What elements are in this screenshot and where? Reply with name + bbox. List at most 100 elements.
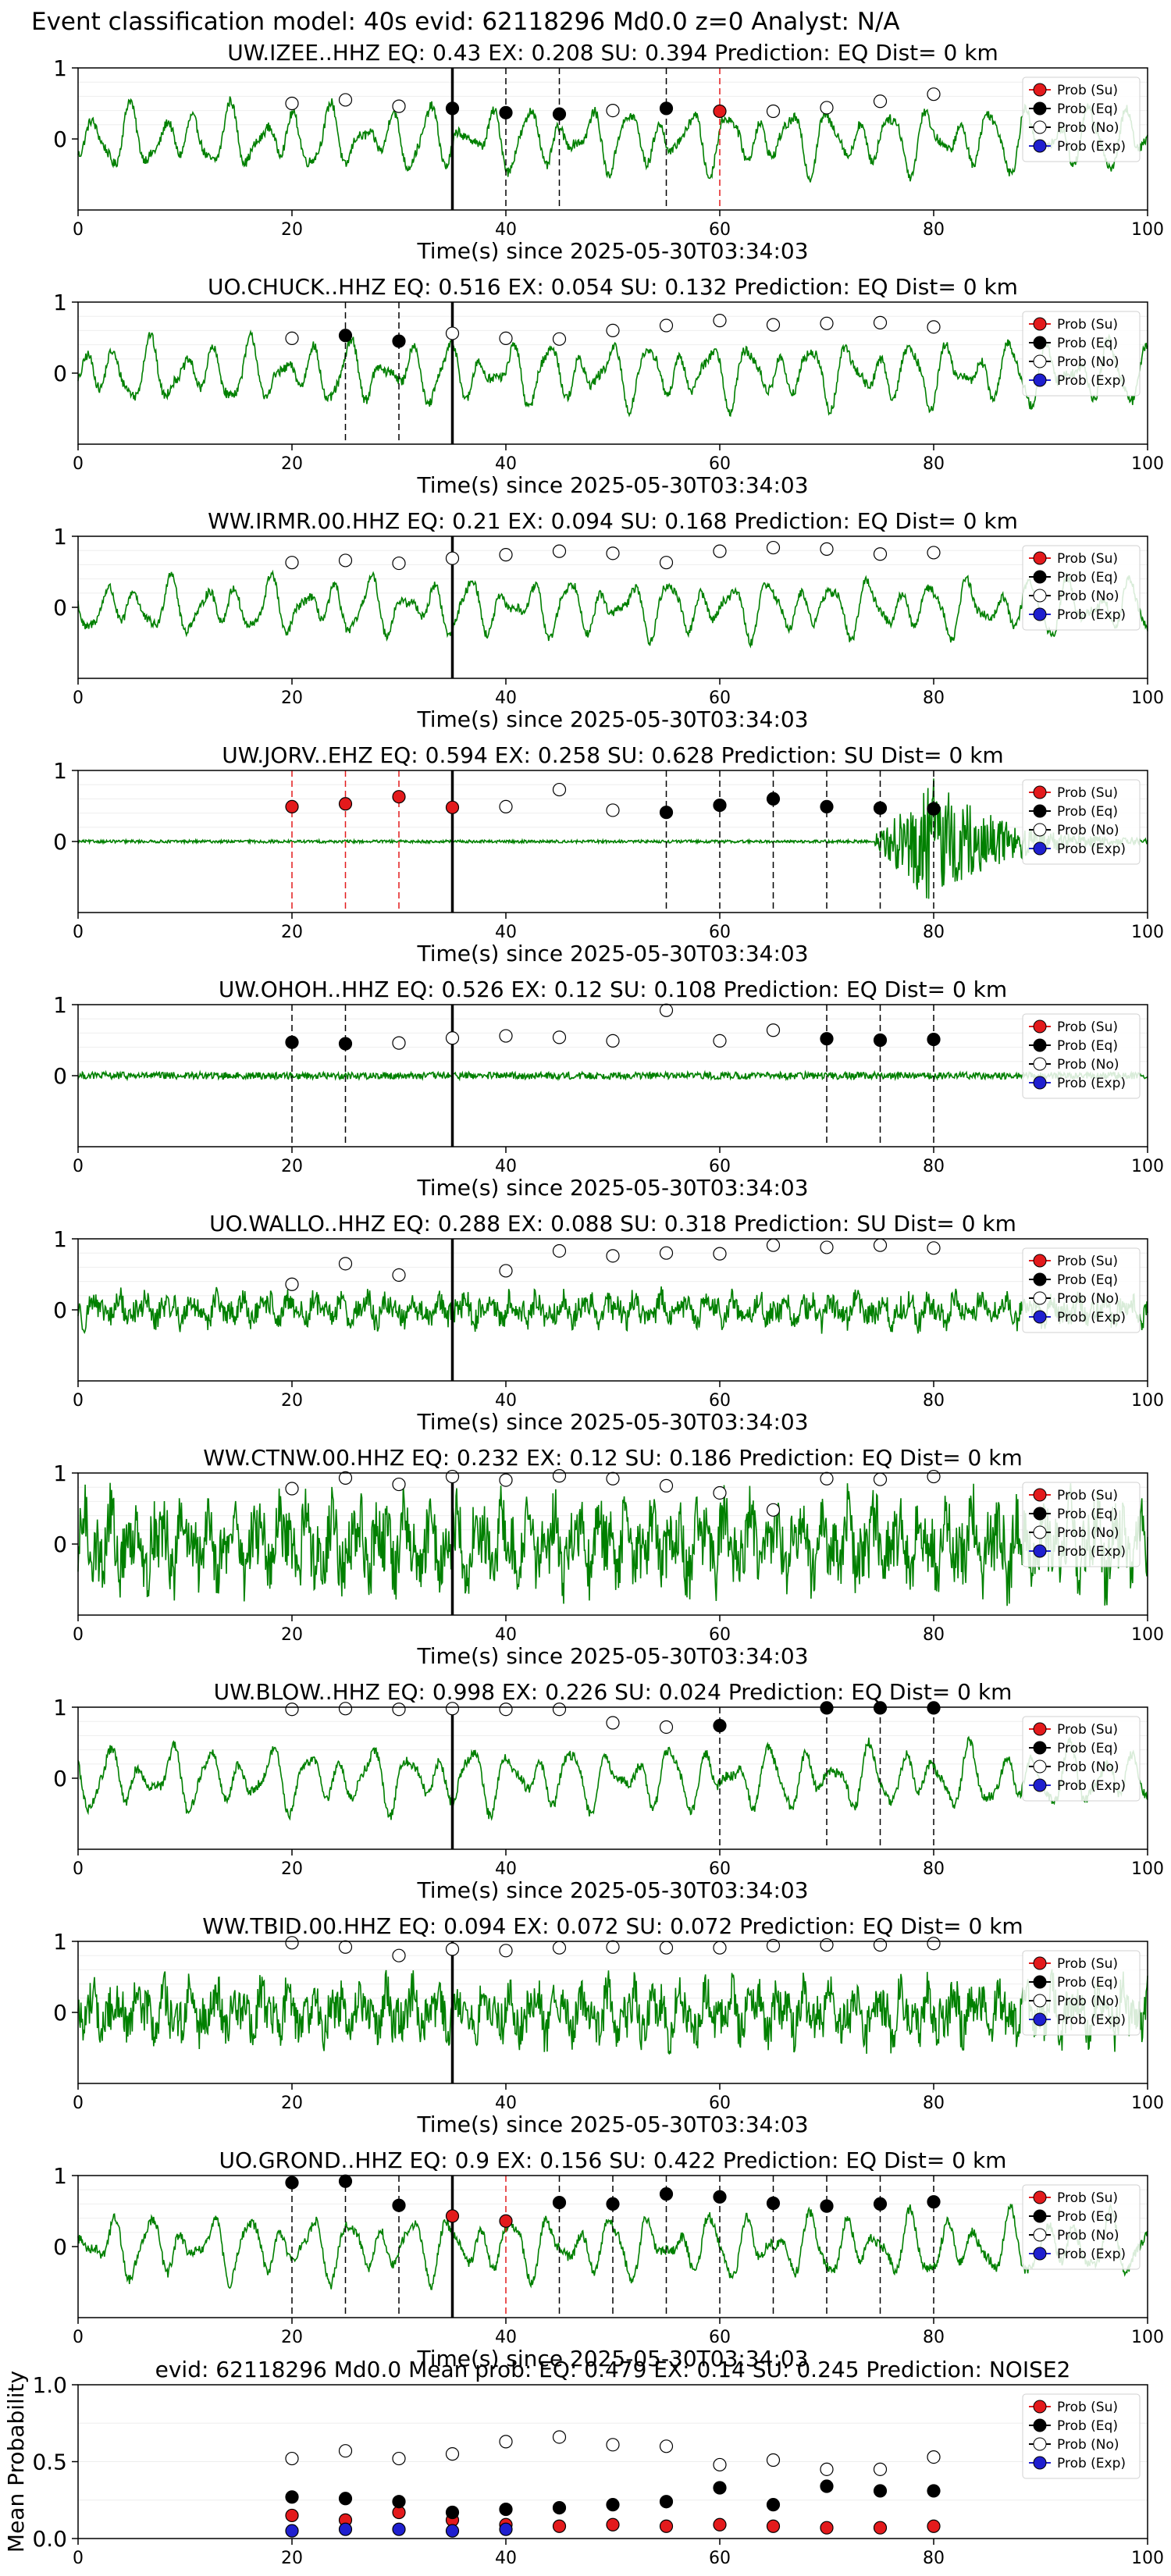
legend-label-eq: Prob (Eq) — [1057, 1975, 1118, 1991]
prob-point-su — [338, 797, 353, 811]
prob-point-no — [445, 1942, 460, 1956]
mean-prob-point-exp — [445, 2524, 460, 2538]
y-tick-label: 0 — [53, 2234, 67, 2260]
prob-point-eq — [499, 105, 513, 119]
prob-point-eq — [820, 799, 834, 814]
waveform-trace — [77, 1969, 1148, 2055]
legend-label-exp: Prob (Exp) — [1057, 841, 1126, 857]
legend-label-exp: Prob (Exp) — [1057, 2012, 1126, 2028]
legend-label-su: Prob (Su) — [1057, 1956, 1118, 1972]
legend-frame — [1022, 1247, 1141, 1333]
legend-marker-no — [1033, 589, 1047, 603]
mean-prob-point-no — [499, 2435, 513, 2449]
prob-point-no — [713, 314, 727, 328]
legend-label-no: Prob (No) — [1057, 589, 1119, 604]
x-axis-label: Time(s) since 2025-05-30T03:34:03 — [416, 1175, 808, 1201]
prob-point-no — [820, 316, 834, 330]
station-panel-7: UW.BLOW..HHZ EQ: 0.998 EX: 0.226 SU: 0.0… — [53, 1679, 1164, 1903]
waveform-trace — [77, 1069, 1148, 1082]
x-axis-label: Time(s) since 2025-05-30T03:34:03 — [416, 1877, 808, 1903]
prob-point-eq — [927, 802, 941, 816]
prob-point-no — [873, 1472, 888, 1486]
mean-prob-point-exp — [338, 2522, 353, 2536]
x-tick-label: 0 — [73, 1625, 84, 1645]
panel-legend: Prob (Su) Prob (Eq) Prob (No) Prob (Exp) — [1022, 1013, 1141, 1099]
prob-point-no — [552, 782, 567, 797]
x-tick-label: 20 — [281, 923, 303, 942]
legend-marker-exp — [1033, 1778, 1047, 1792]
prob-point-no — [766, 1238, 781, 1252]
y-tick-label: 1 — [53, 2163, 67, 2189]
x-tick-label: 40 — [495, 2328, 517, 2347]
legend-label-eq: Prob (Eq) — [1057, 1272, 1118, 1288]
prob-point-no — [552, 1941, 567, 1955]
legend-label-eq: Prob (Eq) — [1057, 2418, 1118, 2434]
legend-label-su: Prob (Su) — [1057, 1019, 1118, 1035]
y-tick-label: 1 — [53, 1929, 67, 1955]
prob-point-no — [766, 318, 781, 332]
prob-point-no — [285, 1936, 299, 1950]
prob-point-no — [338, 1257, 353, 1271]
prob-point-no — [445, 1469, 460, 1484]
y-tick-label: 0 — [53, 1063, 67, 1089]
legend-label-eq: Prob (Eq) — [1057, 1741, 1118, 1756]
x-tick-label: 80 — [923, 2328, 945, 2347]
x-tick-label: 20 — [281, 2328, 303, 2347]
mean-prob-point-eq — [392, 2495, 406, 2509]
legend-marker-su — [1033, 785, 1047, 799]
legend-marker-su — [1033, 1488, 1047, 1502]
legend-marker-eq — [1033, 570, 1047, 584]
prob-point-eq — [873, 1033, 888, 1048]
y-tick-label: 0 — [53, 1532, 67, 1557]
prob-point-no — [766, 540, 781, 555]
panel-title: WW.CTNW.00.HHZ EQ: 0.232 EX: 0.12 SU: 0.… — [203, 1445, 1023, 1471]
x-tick-label: 100 — [1131, 220, 1164, 240]
x-tick-label: 100 — [1131, 1859, 1164, 1879]
prob-point-no — [499, 1264, 513, 1278]
legend-marker-exp — [1033, 2456, 1047, 2470]
x-tick-label: 0 — [73, 220, 84, 240]
legend-marker-no — [1033, 1291, 1047, 1305]
legend-label-no: Prob (No) — [1057, 2437, 1119, 2453]
prob-point-no — [499, 331, 513, 346]
prob-point-no — [659, 556, 674, 570]
panels: UW.IZEE..HHZ EQ: 0.43 EX: 0.208 SU: 0.39… — [3, 40, 1164, 2568]
prob-point-su — [445, 2209, 460, 2223]
mean-prob-point-eq — [285, 2490, 299, 2504]
prob-point-no — [927, 1469, 941, 1484]
prob-point-no — [713, 544, 727, 558]
mean-prob-point-su — [820, 2521, 834, 2535]
x-tick-label: 0 — [73, 1859, 84, 1879]
prob-point-no — [873, 94, 888, 109]
legend-marker-exp — [1033, 1076, 1047, 1090]
prob-point-no — [285, 556, 299, 570]
y-tick-label: 0 — [53, 126, 67, 152]
prob-point-no — [285, 1703, 299, 1717]
prob-point-no — [445, 1702, 460, 1716]
legend-label-eq: Prob (Eq) — [1057, 336, 1118, 351]
legend-label-eq: Prob (Eq) — [1057, 1038, 1118, 1054]
mean-prob-point-no — [713, 2457, 727, 2472]
x-tick-label: 40 — [495, 2549, 517, 2568]
x-tick-label: 20 — [281, 1157, 303, 1176]
x-tick-label: 60 — [709, 220, 731, 240]
legend-marker-exp — [1033, 841, 1047, 856]
legend-label-su: Prob (Su) — [1057, 1254, 1118, 1269]
legend-marker-eq — [1033, 336, 1047, 350]
x-tick-label: 60 — [709, 2094, 731, 2113]
legend-label-exp: Prob (Exp) — [1057, 1544, 1126, 1560]
x-tick-label: 100 — [1131, 1157, 1164, 1176]
panel-title: evid: 62118296 Md0.0 Mean prob: EQ: 0.47… — [155, 2357, 1071, 2382]
prob-point-eq — [338, 1037, 353, 1051]
y-tick-label: 1 — [53, 290, 67, 315]
prob-point-eq — [873, 801, 888, 815]
prob-point-su — [445, 800, 460, 814]
prob-point-no — [499, 548, 513, 562]
y-tick-label: 1 — [53, 1695, 67, 1720]
legend-label-no: Prob (No) — [1057, 1994, 1119, 2009]
prob-point-no — [392, 1703, 406, 1717]
panel-legend: Prob (Su) Prob (Eq) Prob (No) Prob (Exp) — [1022, 1950, 1141, 2036]
legend-marker-eq — [1033, 1038, 1047, 1052]
x-tick-label: 40 — [495, 1859, 517, 1879]
legend-label-su: Prob (Su) — [1057, 317, 1118, 333]
